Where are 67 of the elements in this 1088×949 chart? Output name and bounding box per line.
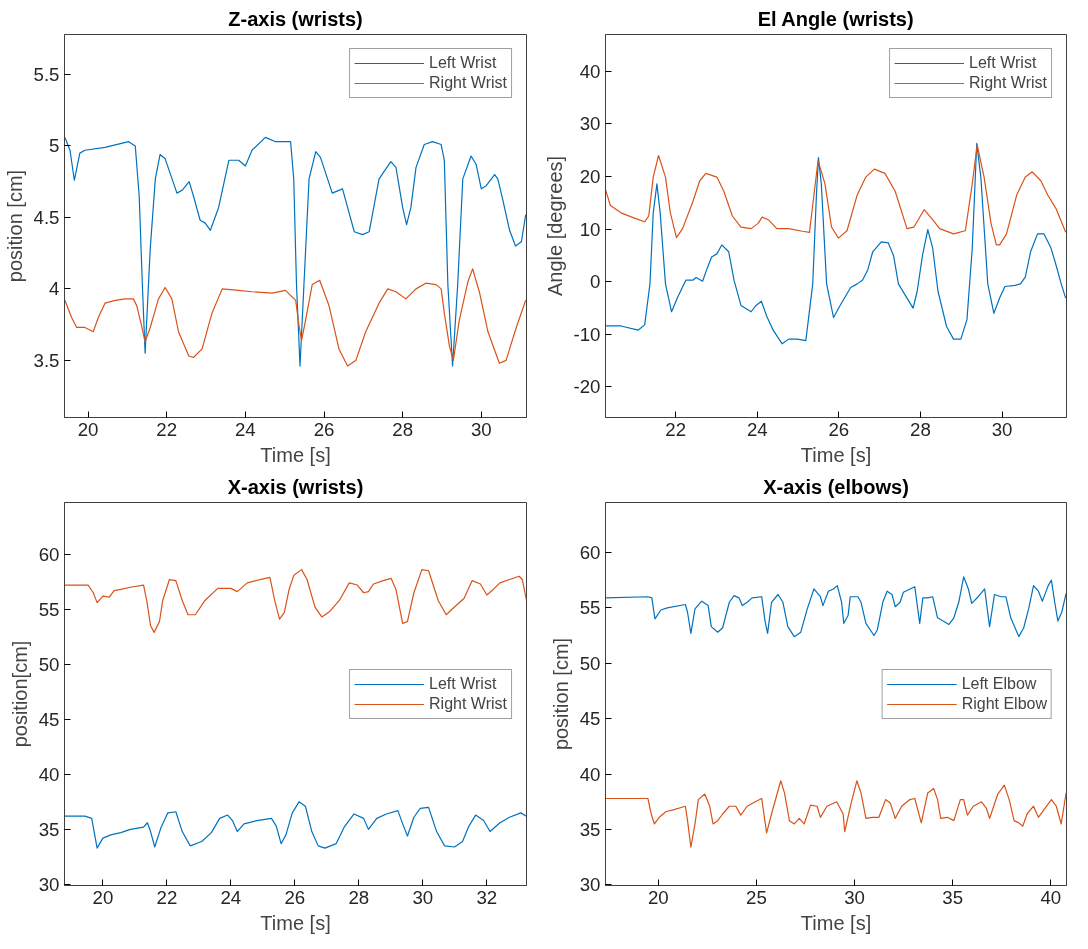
x-tick-label: 35 [942,886,964,908]
x-tick-label: 40 [1040,886,1062,908]
legend-label: Left Elbow [961,674,1037,693]
x-tick-label: 28 [348,886,370,908]
chart-title: X-axis (wrists) [227,475,364,498]
y-tick-label: -20 [573,376,601,398]
y-tick-label: 50 [579,652,601,674]
y-tick-label: 4 [49,278,60,300]
y-tick-label: 3.5 [33,349,60,371]
y-tick-label: -10 [573,323,601,345]
y-tick-label: 5.5 [33,64,60,86]
x-axis-title: Time [s] [800,911,872,934]
x-tick-label: 32 [476,886,498,908]
y-tick-label: 35 [579,819,601,841]
x-tick-label: 25 [746,886,767,908]
y-tick-label: 55 [38,598,60,620]
x-tick-label: 20 [92,886,114,908]
chart-title: Z-axis (wrists) [228,7,363,30]
y-axis-title: position [cm] [3,169,26,283]
y-axis-title: Angle [degrees] [543,155,566,297]
x-tick-label: 24 [220,886,242,908]
x-tick-label: 20 [647,886,669,908]
x-tick-label: 26 [828,418,850,440]
y-tick-label: 55 [579,597,601,619]
x-tick-label: 30 [991,418,1013,440]
legend-label: Right Wrist [429,694,507,713]
x-axis-title: Time [s] [800,443,872,466]
y-tick-label: 60 [38,543,60,565]
y-tick-label: 45 [38,708,60,730]
y-tick-label: 30 [579,113,601,135]
chart-title: X-axis (elbows) [763,475,909,498]
y-tick-label: 4.5 [33,206,60,228]
y-tick-label: 5 [49,135,60,157]
legend-label: Right Wrist [429,74,507,92]
y-tick-label: 40 [579,60,601,82]
x-tick-label: 30 [412,886,434,908]
y-axis-title: position [cm] [549,637,572,751]
x-axis-title: Time [s] [260,911,331,934]
x-tick-label: 26 [313,418,335,440]
legend-label: Right Wrist [969,74,1047,92]
x-tick-label: 28 [392,418,414,440]
y-tick-label: 10 [579,218,601,240]
x-axis-title: Time [s] [260,443,331,466]
y-axis-title: position[cm] [8,640,31,748]
legend-label: Left Wrist [429,674,497,693]
x-tick-label: 30 [844,886,865,908]
x-tick-label: 22 [156,886,178,908]
chart-title: El Angle (wrists) [757,7,914,30]
legend-label: Left Wrist [429,54,497,72]
legend-label: Right Elbow [961,694,1047,713]
y-tick-label: 20 [579,166,601,188]
y-tick-label: 40 [579,763,601,785]
x-tick-label: 30 [470,418,492,440]
y-tick-label: 40 [38,763,60,785]
x-tick-label: 24 [746,418,768,440]
x-tick-label: 26 [284,886,306,908]
y-tick-label: 50 [38,653,60,675]
y-tick-label: 45 [579,708,601,730]
x-tick-label: 20 [77,418,99,440]
x-tick-label: 28 [910,418,931,440]
x-tick-label: 22 [665,418,687,440]
y-tick-label: 0 [590,271,601,293]
x-tick-label: 22 [156,418,178,440]
y-tick-label: 60 [579,541,601,563]
y-tick-label: 35 [38,818,60,840]
x-tick-label: 24 [234,418,256,440]
legend-label: Left Wrist [969,54,1037,72]
